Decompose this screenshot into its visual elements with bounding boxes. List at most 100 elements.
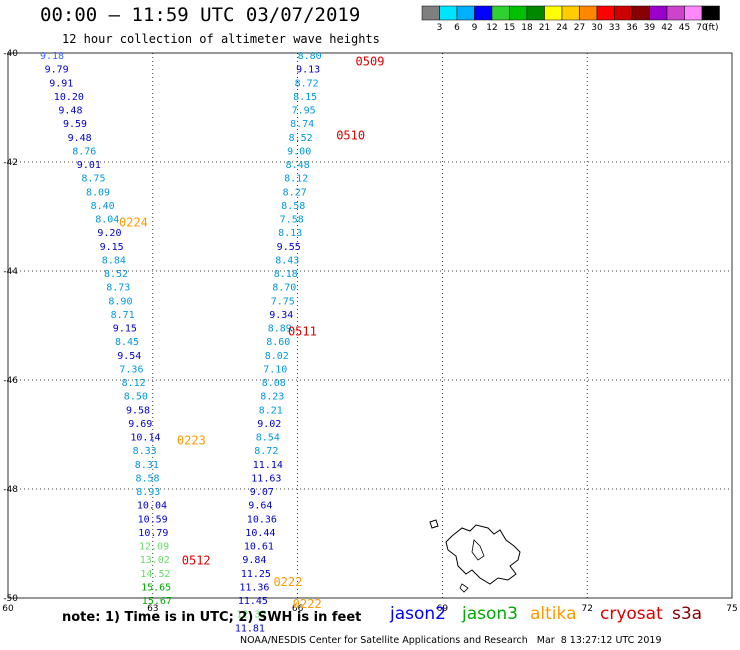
swh-value: 8.40 — [91, 201, 115, 212]
swh-value: 10.59 — [138, 514, 168, 525]
swh-value: 10.20 — [54, 92, 84, 103]
pass-id-label: 0223 — [177, 434, 206, 448]
y-tick-label: -46 — [3, 376, 18, 386]
wave-height-map: 3 6 9 12 15 18 21 24 27 30 33 36 39 42 45 70(ft) 60 63 66… — [0, 0, 740, 650]
swh-value: 10.04 — [137, 501, 167, 512]
swh-value: 8.15 — [293, 92, 317, 103]
swh-value: 11.36 — [239, 582, 269, 593]
x-tick-label: 60 — [2, 604, 14, 614]
x-tick-label: 72 — [581, 604, 592, 614]
satellite-legend-altika: altika — [530, 604, 577, 624]
swh-value: 10.44 — [245, 528, 275, 539]
swh-value: 8.43 — [275, 255, 299, 266]
swh-value: 9.69 — [128, 419, 152, 430]
colorbar-swatch — [545, 6, 563, 20]
swh-value: 8.74 — [290, 119, 314, 130]
colorbar-label: 33 — [609, 23, 620, 33]
colorbar-label: 3 — [437, 23, 443, 33]
altimeter-tracks: 9.189.799.9110.209.489.599.488.769.018.7… — [40, 51, 322, 634]
colorbar-swatch — [685, 6, 703, 20]
swh-value: 8.50 — [124, 392, 148, 403]
swh-value: 9.20 — [97, 228, 121, 239]
swh-value: 8.71 — [111, 310, 135, 321]
satellite-legend-s3a: s3a — [672, 604, 702, 624]
swh-value: 8.23 — [260, 392, 284, 403]
swh-value: 9.02 — [257, 419, 281, 430]
swh-value: 14.52 — [140, 569, 170, 580]
swh-value: 9.13 — [296, 65, 320, 76]
swh-value: 13.02 — [140, 555, 170, 566]
pass-id-label: 0510 — [336, 128, 365, 142]
colorbar-label: 21 — [539, 23, 550, 33]
swh-value: 10.14 — [130, 433, 160, 444]
swh-value: 8.02 — [265, 351, 289, 362]
swh-value: 8.90 — [108, 296, 132, 307]
colorbar-swatch — [527, 6, 545, 20]
swh-value: 7.75 — [271, 296, 295, 307]
pass-id-label: 0512 — [182, 553, 211, 567]
colorbar-label: 15 — [504, 23, 515, 33]
swh-value: 10.36 — [247, 514, 277, 525]
colorbar-label: 39 — [644, 23, 656, 33]
swh-value: 8.60 — [266, 337, 290, 348]
footer-note: note: 1) Time is in UTC; 2) SWH is in fe… — [62, 610, 361, 625]
swh-value: 8.45 — [115, 337, 139, 348]
y-tick-label: -48 — [3, 485, 18, 495]
swh-value: 9.64 — [248, 501, 272, 512]
swh-value: 9.55 — [277, 242, 301, 253]
swh-value: 15.67 — [142, 596, 172, 607]
swh-value: 8.84 — [102, 255, 126, 266]
swh-value: 8.13 — [278, 228, 302, 239]
colorbar-label: 30 — [591, 23, 603, 33]
swh-value: 9.79 — [45, 65, 69, 76]
swh-value: 9.58 — [126, 405, 150, 416]
y-tick-label: -50 — [3, 594, 18, 604]
colorbar-legend: 3 6 9 12 15 18 21 24 27 30 33 36 39 42 45 70(ft) — [422, 6, 720, 33]
swh-value: 8.72 — [295, 78, 319, 89]
swh-value: 8.18 — [274, 269, 298, 280]
swh-value: 11.14 — [253, 460, 283, 471]
pass-id-label: 0222 — [293, 597, 322, 611]
swh-value: 8.58 — [281, 201, 305, 212]
swh-value: 8.21 — [259, 405, 283, 416]
colorbar-label: 36 — [626, 23, 638, 33]
y-tick-label: -44 — [3, 267, 18, 277]
swh-value: 9.18 — [40, 51, 64, 62]
colorbar-label: 45 — [679, 23, 690, 33]
swh-value: 8.33 — [133, 446, 157, 457]
x-tick-label: 75 — [726, 604, 737, 614]
swh-value: 8.70 — [272, 283, 296, 294]
pass-id-label: 0509 — [356, 55, 385, 69]
swh-value: 8.12 — [284, 174, 308, 185]
swh-value: 10.61 — [244, 542, 274, 553]
colorbar-label: 24 — [556, 23, 568, 33]
colorbar-swatch — [580, 6, 598, 20]
colorbar-label: 42 — [661, 23, 672, 33]
satellite-legend-jason3: jason3 — [462, 604, 518, 624]
y-tick-label: -40 — [3, 49, 18, 59]
colorbar-label: 27 — [574, 23, 585, 33]
swh-value: 8.27 — [283, 187, 307, 198]
swh-value: 9.54 — [117, 351, 141, 362]
swh-value: 9.59 — [63, 119, 87, 130]
colorbar-swatch — [562, 6, 580, 20]
swh-value: 10.79 — [138, 528, 168, 539]
colorbar-swatch — [422, 6, 440, 20]
swh-value: 9.00 — [287, 146, 311, 157]
swh-value: 9.15 — [100, 242, 124, 253]
swh-value: 8.54 — [256, 433, 280, 444]
swh-value: 8.12 — [122, 378, 146, 389]
colorbar-swatch — [457, 6, 475, 20]
pass-id-label: 0224 — [119, 216, 148, 230]
swh-value: 9.84 — [242, 555, 266, 566]
colorbar-swatch — [492, 6, 510, 20]
colorbar-unit: (ft) — [705, 23, 719, 33]
pass-id-label: 0511 — [288, 325, 317, 339]
swh-value: 8.04 — [95, 215, 119, 226]
colorbar-label: 6 — [454, 23, 460, 33]
swh-value: 7.95 — [292, 106, 316, 117]
colorbar-swatch — [667, 6, 685, 20]
swh-value: 8.09 — [86, 187, 110, 198]
swh-value: 7.10 — [263, 364, 287, 375]
colorbar-swatch — [702, 6, 720, 20]
